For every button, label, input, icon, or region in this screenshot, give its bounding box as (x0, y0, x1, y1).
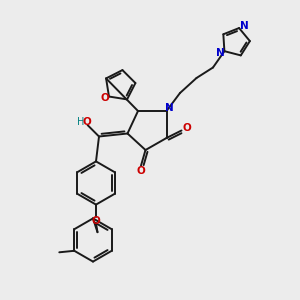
Text: O: O (82, 117, 91, 127)
Text: N: N (216, 48, 225, 58)
Text: O: O (100, 93, 109, 103)
Text: O: O (136, 166, 145, 176)
Text: N: N (239, 21, 248, 31)
Text: O: O (92, 216, 100, 226)
Text: O: O (182, 123, 191, 133)
Text: N: N (164, 103, 173, 113)
Text: H: H (77, 117, 85, 127)
